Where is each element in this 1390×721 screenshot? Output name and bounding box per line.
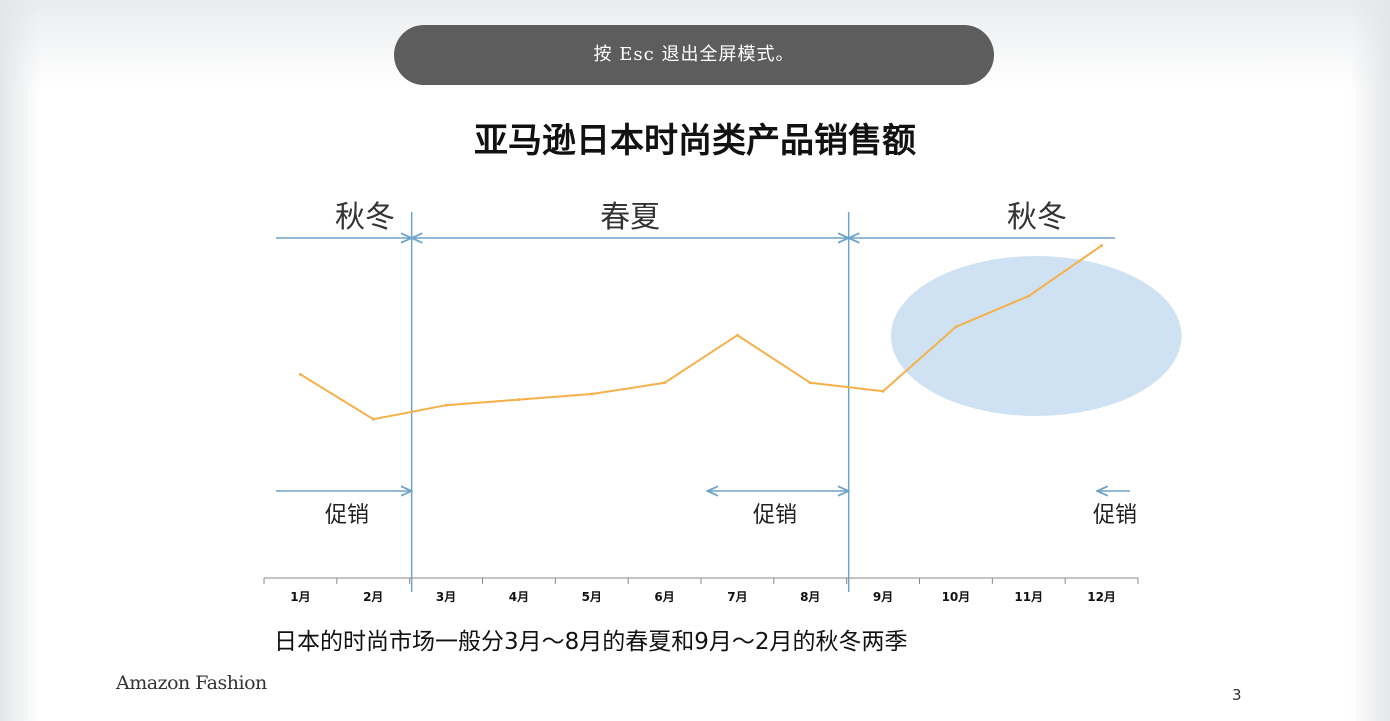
sales-data-point (954, 325, 958, 329)
x-tick-label: 11月 (1014, 590, 1043, 604)
slide-caption: 日本的时尚市场一般分3月～8月的春夏和9月～2月的秋冬两季 (274, 629, 908, 655)
left-shade (0, 0, 40, 721)
esc-exit-fullscreen-toast: 按 Esc 退出全屏模式。 (394, 25, 994, 85)
sales-data-point (517, 398, 521, 402)
promo-label-1: 促销 (325, 503, 369, 528)
promo-label-3: 促销 (1093, 503, 1137, 528)
x-tick-label: 2月 (363, 590, 383, 604)
x-tick-label: 8月 (800, 590, 820, 604)
sales-data-point (663, 381, 667, 385)
sales-data-point (371, 417, 375, 421)
page-number: 3 (1232, 686, 1242, 704)
sales-data-point (590, 392, 594, 396)
sales-data-point (881, 389, 885, 393)
amazon-fashion-logo: Amazon Fashion (116, 672, 267, 694)
sales-series-line (299, 244, 1103, 421)
x-tick-label: 5月 (582, 590, 602, 604)
season-label-1: 秋冬 (335, 200, 395, 235)
sales-data-point (1027, 294, 1031, 298)
sales-data-point (808, 381, 812, 385)
highlight-ellipse (890, 256, 1182, 416)
sales-data-point (444, 403, 448, 407)
season-label-3: 秋冬 (1007, 200, 1067, 235)
x-tick-label: 3月 (436, 590, 456, 604)
x-tick-label: 10月 (942, 590, 971, 604)
sales-data-point (735, 333, 739, 337)
season-label-2: 春夏 (600, 200, 660, 235)
sales-data-point (298, 372, 302, 376)
x-tick-label: 7月 (727, 590, 747, 604)
right-shade (1350, 0, 1390, 721)
sales-data-point (1100, 244, 1104, 248)
x-tick-label: 9月 (873, 590, 893, 604)
chart-title: 亚马逊日本时尚类产品销售额 (474, 121, 916, 161)
x-tick-label: 6月 (654, 590, 674, 604)
x-tick-label: 1月 (290, 590, 310, 604)
x-tick-label: 12月 (1087, 590, 1116, 604)
promo-label-2: 促销 (753, 503, 797, 528)
x-tick-label: 4月 (509, 590, 529, 604)
